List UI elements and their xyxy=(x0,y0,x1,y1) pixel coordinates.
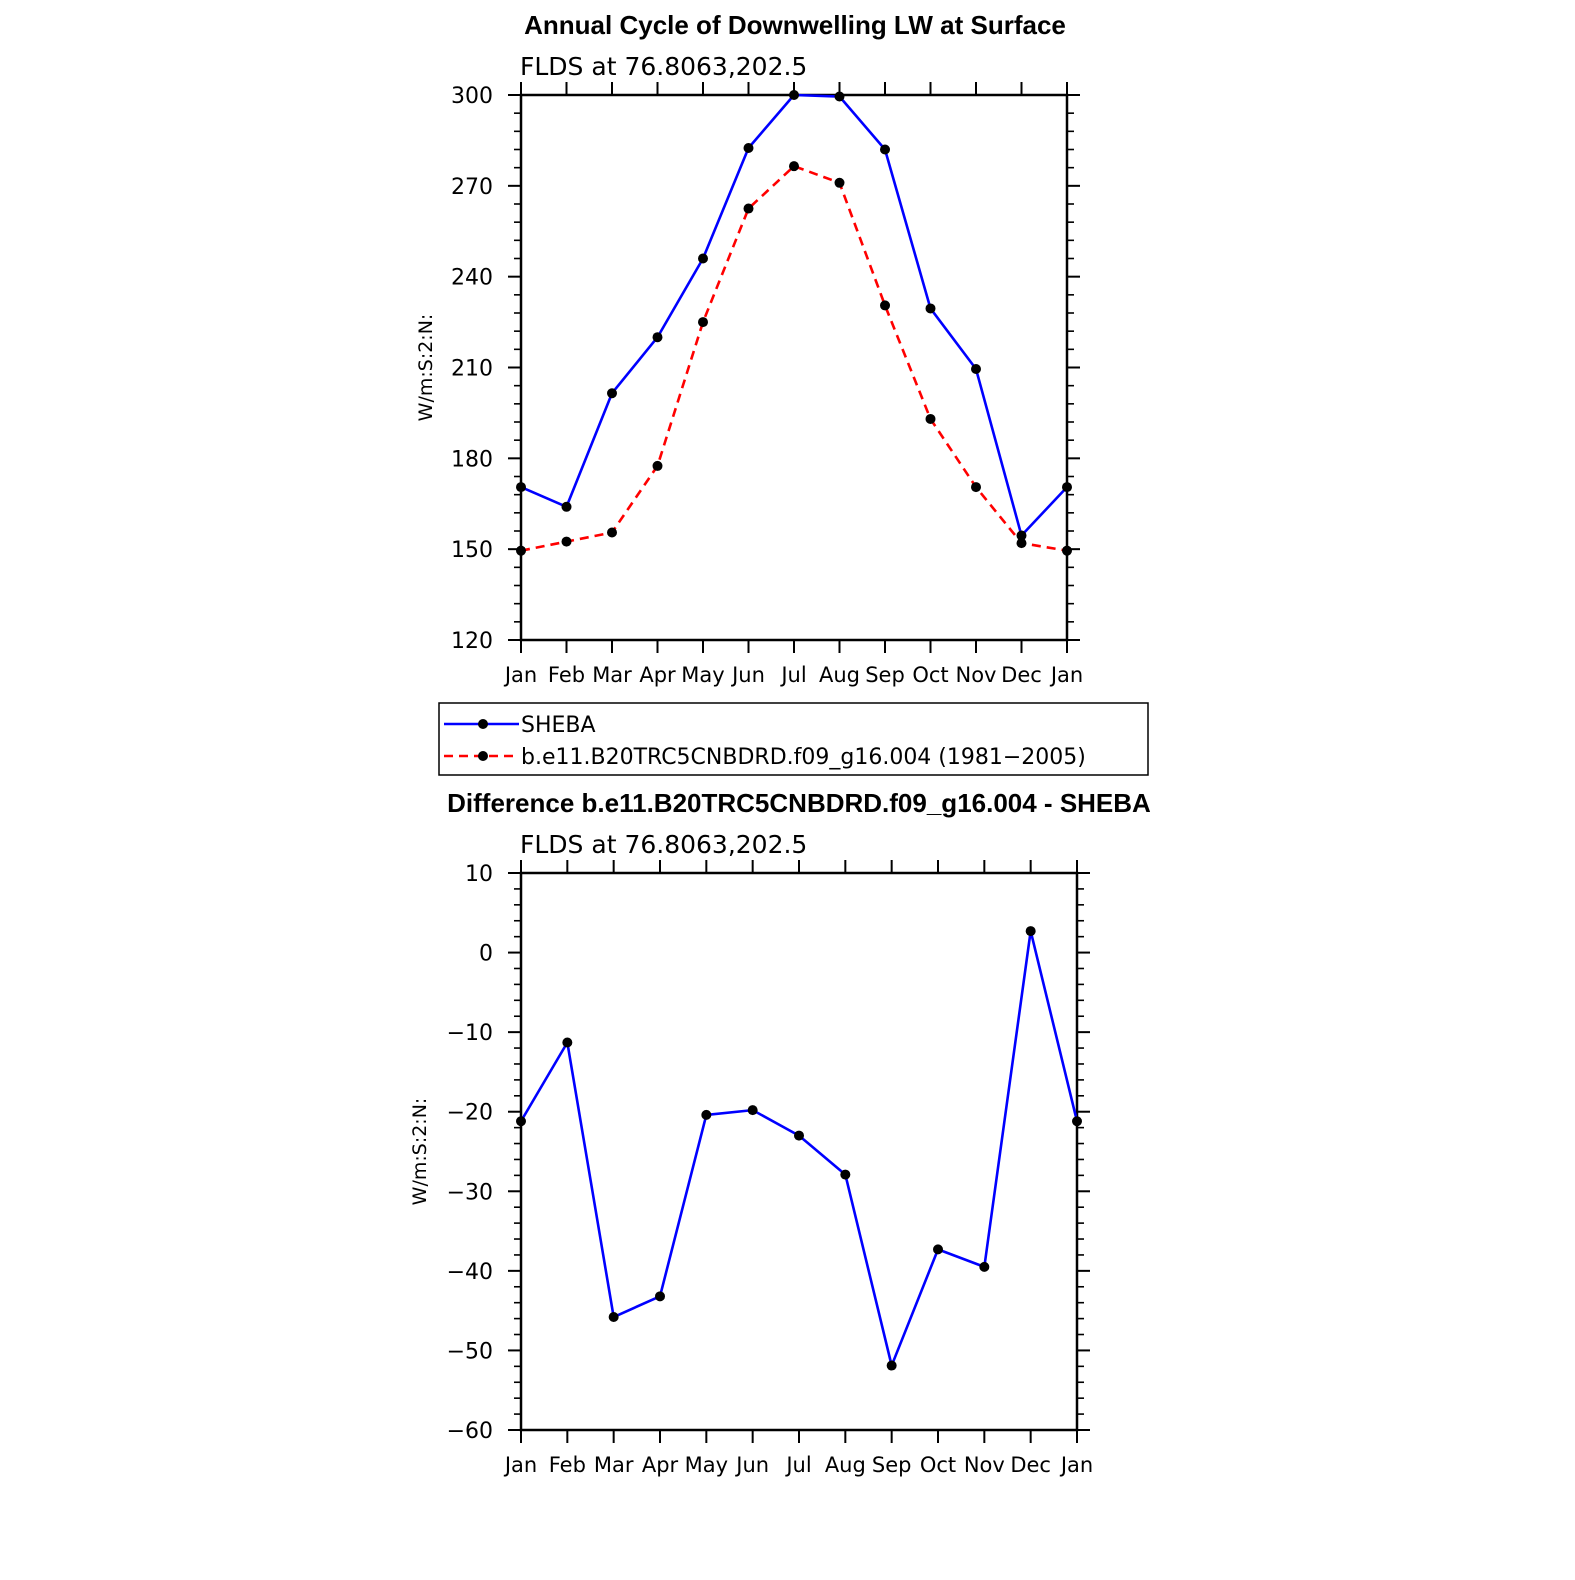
y-tick-label: 210 xyxy=(451,357,493,382)
legend-marker xyxy=(478,719,488,729)
data-point xyxy=(971,482,981,493)
y-tick-label: −10 xyxy=(447,1021,493,1046)
y-tick-label: 120 xyxy=(451,629,493,654)
data-point xyxy=(607,527,617,538)
y-tick-label: 240 xyxy=(451,266,493,291)
x-tick-label: Jun xyxy=(734,1453,769,1477)
data-point xyxy=(655,1291,665,1302)
legend-marker xyxy=(478,751,488,761)
x-tick-label: Oct xyxy=(912,663,948,687)
data-point xyxy=(652,460,663,471)
data-point xyxy=(1025,926,1036,937)
difference-panel: Difference b.e11.B20TRC5CNBDRD.f09_g16.0… xyxy=(409,788,1151,1477)
data-point xyxy=(971,364,981,375)
x-tick-label: Aug xyxy=(825,1453,866,1477)
chart-subtitle: FLDS at 76.8063,202.5 xyxy=(520,830,807,859)
data-point xyxy=(561,536,572,547)
x-tick-label: Nov xyxy=(964,1453,1005,1477)
x-tick-label: Dec xyxy=(1001,663,1042,687)
x-tick-label: Apr xyxy=(642,1453,679,1477)
y-tick-label: 10 xyxy=(465,862,493,887)
data-point xyxy=(698,253,708,264)
data-point xyxy=(607,388,617,399)
data-point xyxy=(698,317,708,328)
y-tick-label: −50 xyxy=(447,1339,493,1364)
data-point xyxy=(933,1244,943,1255)
x-tick-label: Jul xyxy=(784,1453,811,1477)
x-tick-label: May xyxy=(681,663,724,687)
x-tick-label: Aug xyxy=(819,663,860,687)
data-point xyxy=(925,413,936,424)
data-point xyxy=(925,303,936,314)
y-axis-label: W/m:S:2:N: xyxy=(409,1098,431,1206)
x-tick-label: Mar xyxy=(594,1453,634,1477)
chart-title: Annual Cycle of Downwelling LW at Surfac… xyxy=(524,10,1066,40)
y-tick-label: 0 xyxy=(479,942,493,967)
data-point xyxy=(1016,530,1027,541)
x-tick-label: Jan xyxy=(1059,1453,1093,1477)
data-point xyxy=(1072,1116,1082,1127)
x-tick-label: Nov xyxy=(956,663,997,687)
y-tick-label: −20 xyxy=(447,1101,493,1126)
legend-label: b.e11.B20TRC5CNBDRD.f09_g16.004 (1981−20… xyxy=(521,745,1086,770)
data-point xyxy=(743,142,754,153)
data-point xyxy=(561,501,572,512)
data-point xyxy=(886,1360,897,1371)
data-point xyxy=(1016,538,1027,549)
x-tick-label: May xyxy=(685,1453,728,1477)
x-tick-label: Dec xyxy=(1010,1453,1051,1477)
data-point xyxy=(979,1261,990,1272)
data-point xyxy=(747,1105,758,1116)
legend-box xyxy=(438,702,1149,776)
y-axis-label: W/m:S:2:N: xyxy=(415,314,437,422)
data-point xyxy=(701,1109,712,1120)
chart-subtitle: FLDS at 76.8063,202.5 xyxy=(520,52,807,81)
data-point xyxy=(516,545,526,556)
data-point xyxy=(834,91,845,102)
x-tick-label: Jul xyxy=(779,663,806,687)
y-tick-label: −30 xyxy=(447,1180,493,1205)
x-tick-label: Jan xyxy=(503,663,537,687)
y-tick-label: 270 xyxy=(451,175,493,200)
annual-cycle-panel: Annual Cycle of Downwelling LW at Surfac… xyxy=(415,10,1149,776)
data-point xyxy=(516,1116,526,1127)
y-tick-label: −60 xyxy=(447,1419,493,1444)
data-point xyxy=(794,1130,804,1141)
data-point xyxy=(880,144,890,155)
data-point xyxy=(1062,482,1072,493)
data-point xyxy=(608,1312,619,1323)
x-tick-label: Sep xyxy=(865,663,905,687)
y-tick-label: 180 xyxy=(451,447,493,472)
data-point xyxy=(743,203,754,214)
data-point xyxy=(1062,545,1072,556)
data-point xyxy=(652,332,663,343)
data-point xyxy=(834,177,845,188)
legend-label: SHEBA xyxy=(521,713,596,738)
y-tick-label: −40 xyxy=(447,1260,493,1285)
x-tick-label: Jan xyxy=(503,1453,537,1477)
data-point xyxy=(516,482,526,493)
y-tick-label: 150 xyxy=(451,538,493,563)
data-point xyxy=(562,1037,573,1048)
data-point xyxy=(840,1169,851,1180)
data-point xyxy=(789,90,799,100)
x-tick-label: Oct xyxy=(920,1453,956,1477)
x-tick-label: Feb xyxy=(549,1453,586,1477)
x-tick-label: Mar xyxy=(592,663,632,687)
x-tick-label: Jun xyxy=(730,663,765,687)
legend: SHEBA b.e11.B20TRC5CNBDRD.f09_g16.004 (19… xyxy=(438,702,1149,776)
data-point xyxy=(880,300,890,311)
x-tick-label: Feb xyxy=(548,663,585,687)
x-tick-label: Apr xyxy=(639,663,676,687)
x-tick-label: Jan xyxy=(1049,663,1083,687)
data-point xyxy=(789,161,799,172)
y-tick-label: 300 xyxy=(451,84,493,109)
x-tick-label: Sep xyxy=(872,1453,912,1477)
chart-title: Difference b.e11.B20TRC5CNBDRD.f09_g16.0… xyxy=(447,788,1151,818)
